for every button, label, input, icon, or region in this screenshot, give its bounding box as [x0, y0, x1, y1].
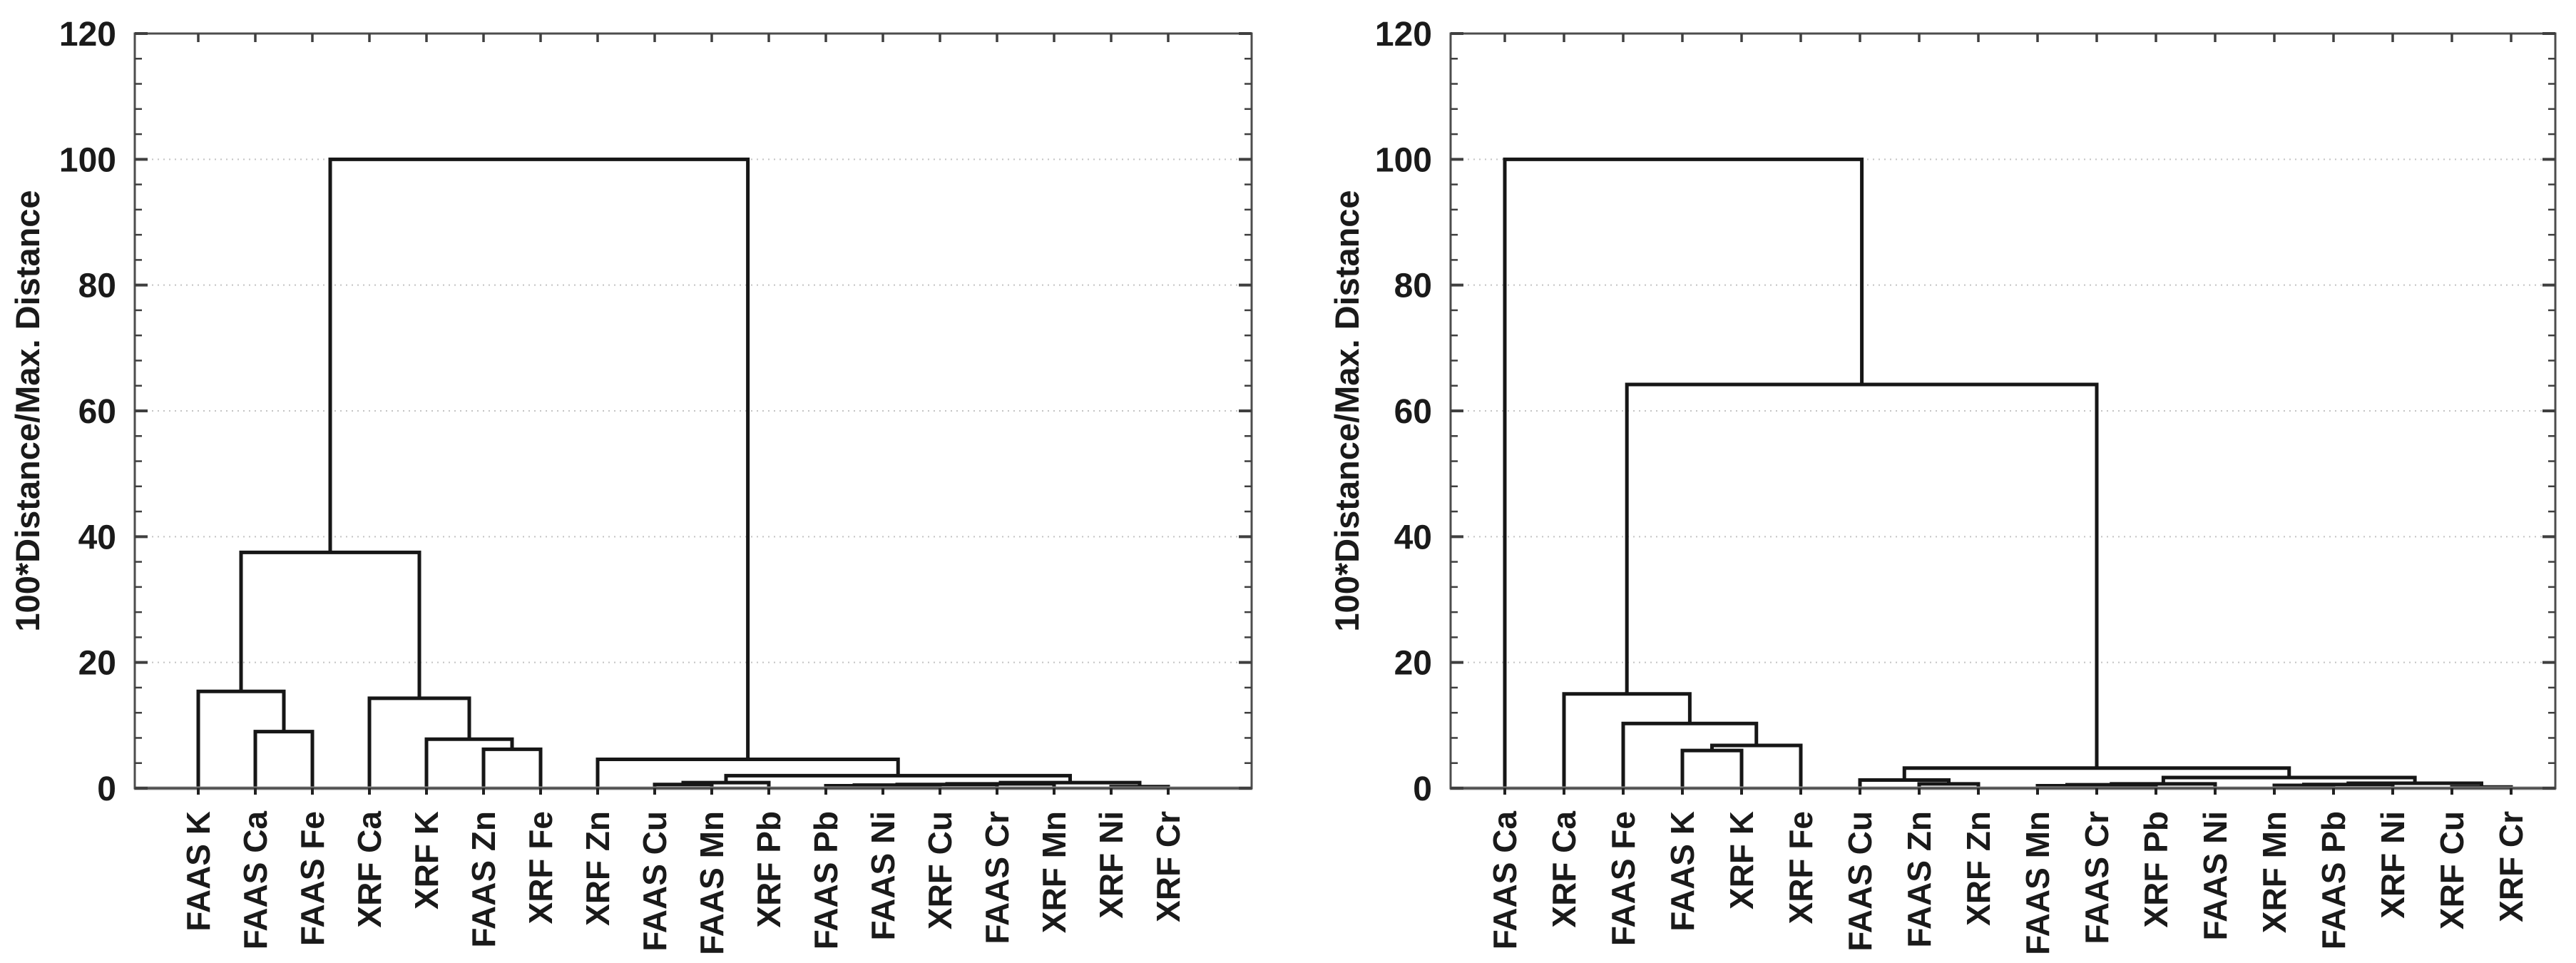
y-tick-label: 120: [1375, 16, 1432, 54]
x-leaf-label: FAAS K: [1664, 811, 1701, 932]
x-leaf-label: XRF Cu: [2433, 811, 2470, 929]
x-leaf-label: XRF K: [408, 811, 445, 910]
axis-box: [133, 32, 1253, 790]
x-leaf-label: XRF Ni: [2374, 811, 2411, 919]
x-leaf-label: XRF Ca: [1545, 811, 1583, 928]
x-leaf-label: XRF K: [1723, 811, 1760, 910]
x-leaf-label: XRF Fe: [522, 811, 559, 924]
y-tick-label: 60: [78, 393, 116, 431]
x-leaf-labels: FAAS K FAAS Ca FAAS Fe XRF Ca XRF K FAAS Zn XR…: [180, 811, 1187, 955]
cluster-link: [367, 696, 471, 788]
cluster-link: [1562, 692, 1692, 788]
x-leaf-label: FAAS Cr: [978, 811, 1016, 944]
x-leaf-labels: FAAS Ca XRF Ca FAAS Fe FAAS K XRF K XRF Fe FAA…: [1486, 811, 2530, 955]
dendrogram-panel-right: 0 20 40 60 80 100 120 FAAS Ca XRF Ca FAAS Fe FAAS …: [1288, 0, 2576, 963]
cluster-link: [239, 550, 421, 698]
x-leaf-label: FAAS Fe: [1605, 811, 1642, 946]
x-leaf-label: XRF Fe: [1782, 811, 1819, 924]
dendrogram-tree: [196, 157, 1170, 789]
cluster-link: [1625, 382, 2099, 768]
x-leaf-label: FAAS Fe: [294, 811, 331, 946]
axis-ticks: [1451, 32, 2555, 795]
cluster-link: [1917, 782, 1980, 788]
dendrogram-panel-left: 0 20 40 60 80 100 120 FAAS K FAAS Ca FAAS Fe XRF C…: [9, 16, 1253, 955]
cluster-link: [1680, 748, 1744, 788]
cluster-link: [253, 730, 315, 788]
y-tick-label: 20: [78, 645, 116, 683]
cluster-link: [2346, 781, 2483, 788]
gridlines: [1451, 158, 2555, 663]
cluster-link: [328, 157, 750, 760]
y-tick-label: 100: [1375, 141, 1432, 179]
x-leaf-label: FAAS Zn: [1901, 811, 1938, 948]
x-leaf-label: FAAS Zn: [465, 811, 502, 948]
y-tick-labels: 0 20 40 60 80 100 120: [59, 16, 116, 808]
x-leaf-label: FAAS Ca: [237, 811, 274, 950]
cluster-link: [196, 689, 286, 788]
x-leaf-label: XRF Mn: [2256, 811, 2293, 933]
cluster-link: [2110, 782, 2217, 788]
y-tick-label: 0: [97, 770, 116, 808]
cluster-link: [1710, 743, 1803, 788]
x-leaf-label: FAAS Mn: [693, 811, 730, 955]
y-axis-title: 100*Distance/Max. Distance: [1328, 190, 1366, 631]
x-leaf-label: XRF Zn: [579, 811, 616, 926]
y-axis-title: 100*Distance/Max. Distance: [9, 190, 46, 631]
x-leaf-label: XRF Ni: [1093, 811, 1130, 919]
y-tick-label: 60: [1394, 393, 1432, 431]
dendrogram-tree: [1503, 157, 2513, 789]
x-leaf-label: XRF Pb: [750, 811, 787, 928]
y-tick-labels: 0 20 40 60 80 100 120: [1375, 16, 1432, 808]
x-leaf-label: FAAS Cr: [2078, 811, 2115, 944]
y-tick-label: 0: [1413, 770, 1432, 808]
x-leaf-label: FAAS Ni: [864, 811, 901, 940]
x-leaf-label: XRF Cr: [2493, 811, 2530, 922]
x-leaf-label: FAAS K: [180, 811, 217, 932]
axis-ticks: [135, 32, 1252, 795]
x-leaf-label: XRF Mn: [1036, 811, 1073, 933]
x-leaf-label: FAAS Pb: [807, 811, 844, 949]
cluster-link: [481, 747, 543, 788]
dendrogram-left: 0 20 40 60 80 100 120 FAAS K FAAS Ca FAAS Fe XRF C…: [9, 16, 1253, 955]
y-tick-label: 80: [78, 268, 116, 305]
x-leaf-label: FAAS Ni: [2197, 811, 2234, 940]
cluster-link: [1902, 766, 2291, 780]
x-leaf-label: XRF Zn: [1960, 811, 1997, 926]
y-tick-label: 80: [1394, 268, 1432, 305]
y-tick-label: 40: [1394, 519, 1432, 556]
cluster-link: [1858, 778, 1951, 788]
cluster-link: [1621, 721, 1759, 788]
cluster-link: [424, 737, 514, 788]
x-leaf-label: FAAS Pb: [2315, 811, 2352, 949]
cluster-link: [724, 773, 1072, 783]
x-leaf-label: XRF Pb: [2137, 811, 2174, 928]
x-leaf-label: FAAS Cu: [636, 811, 673, 952]
x-leaf-label: XRF Ca: [351, 811, 388, 928]
y-tick-label: 40: [78, 519, 116, 556]
y-tick-label: 120: [59, 16, 116, 54]
y-tick-label: 20: [1394, 645, 1432, 683]
x-leaf-label: FAAS Mn: [2019, 811, 2056, 955]
cluster-link: [1503, 157, 1864, 788]
x-leaf-label: FAAS Ca: [1486, 811, 1523, 950]
x-leaf-label: FAAS Cu: [1841, 811, 1879, 952]
x-leaf-label: XRF Cu: [921, 811, 959, 929]
x-leaf-label: XRF Cr: [1150, 811, 1187, 922]
y-tick-label: 100: [59, 141, 116, 179]
gridlines: [135, 158, 1252, 663]
